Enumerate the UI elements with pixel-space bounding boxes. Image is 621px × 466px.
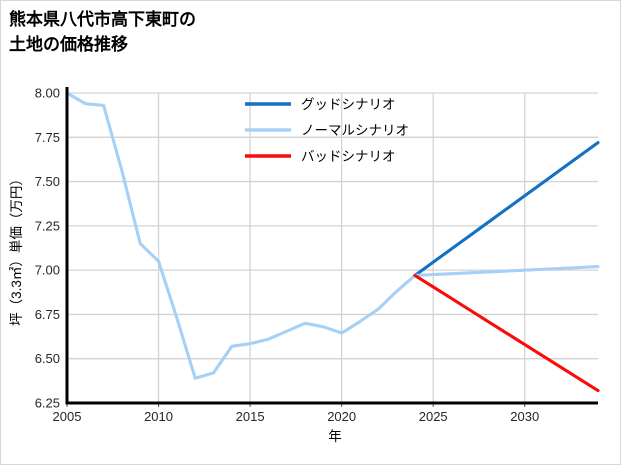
y-tick-label: 6.75	[35, 307, 60, 322]
y-tick-label: 6.50	[35, 351, 60, 366]
x-tick-label: 2015	[236, 409, 265, 424]
y-tick-label: 7.75	[35, 130, 60, 145]
x-tick-label: 2010	[144, 409, 173, 424]
y-axis-title: 坪（3.3㎡）単価（万円）	[9, 172, 24, 326]
legend-label: ノーマルシナリオ	[301, 123, 409, 138]
x-tick-label: 2005	[53, 409, 82, 424]
series-line	[65, 91, 600, 380]
legend-label: グッドシナリオ	[301, 97, 396, 112]
y-tick-label: 7.00	[35, 263, 60, 278]
y-tick-label: 6.25	[35, 396, 60, 411]
axis-spines	[65, 87, 598, 405]
x-axis-title: 年	[328, 429, 342, 444]
y-tick-label: 7.50	[35, 174, 60, 189]
legend-label: バッドシナリオ	[301, 149, 396, 164]
y-tick-label: 8.00	[35, 86, 60, 101]
x-tick-label: 2020	[327, 409, 356, 424]
series-line	[413, 141, 600, 278]
series-lines	[65, 91, 600, 393]
y-axis-tick-labels: 6.25 6.50 6.75 7.00 7.25 7.50 7.75 8.00	[35, 86, 60, 411]
gridlines	[66, 92, 598, 404]
chart-title: 熊本県八代市高下東町の 土地の価格推移	[9, 10, 196, 54]
y-tick-label: 7.25	[35, 218, 60, 233]
series-line	[413, 273, 600, 393]
x-tick-label: 2030	[510, 409, 539, 424]
x-axis-tick-labels: 2005 2010 2015 2020 2025 2030	[53, 409, 540, 424]
x-tick-label: 2025	[419, 409, 448, 424]
